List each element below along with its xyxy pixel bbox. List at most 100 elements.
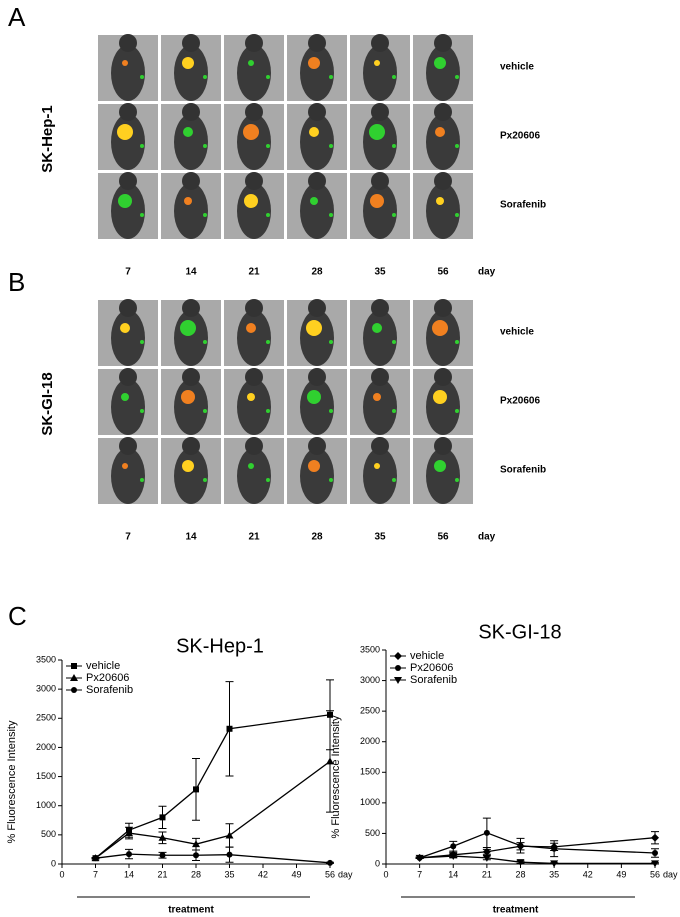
y-tick-label: 0 xyxy=(51,858,56,868)
fluorescence-spot xyxy=(203,213,207,217)
fluorescence-spot xyxy=(203,75,207,79)
x-tick-label: 56 xyxy=(650,869,660,879)
y-tick-label: 1500 xyxy=(360,767,380,777)
mouse-body xyxy=(426,448,460,504)
legend-label: vehicle xyxy=(86,660,120,672)
annotation: treatment xyxy=(168,905,214,916)
mouse-head xyxy=(182,299,200,317)
mouse-body xyxy=(300,114,334,170)
marker xyxy=(125,829,133,837)
fluorescence-spot xyxy=(247,393,255,401)
mouse-head xyxy=(182,172,200,190)
mouse-body xyxy=(237,448,271,504)
fluorescence-spot xyxy=(203,144,207,148)
fluorescence-spot xyxy=(266,144,270,148)
marker xyxy=(225,831,234,839)
fluorescence-spot xyxy=(433,390,447,404)
marker xyxy=(517,842,524,849)
x-tick-label: 14 xyxy=(448,869,458,879)
fluorescence-spot xyxy=(183,127,193,137)
day-label: 14 xyxy=(185,267,197,278)
x-tick-label: 7 xyxy=(417,869,422,879)
marker xyxy=(126,851,132,858)
mouse-body xyxy=(237,379,271,435)
fluorescence-spot xyxy=(140,75,144,79)
y-tick-label: 500 xyxy=(41,829,56,839)
fluorescence-spot xyxy=(203,478,207,482)
x-tick-label: 35 xyxy=(224,869,234,879)
row-label: vehicle xyxy=(500,62,534,73)
marker xyxy=(550,860,559,868)
cell-line-label: SK-Hep-1 xyxy=(39,105,56,173)
series-line xyxy=(95,760,331,859)
mouse-head xyxy=(308,368,326,386)
mouse-head xyxy=(119,172,137,190)
y-tick-label: 2000 xyxy=(36,742,56,752)
mouse-head xyxy=(182,103,200,121)
fluorescence-spot xyxy=(181,390,195,404)
mouse-head xyxy=(245,437,263,455)
mouse-body xyxy=(426,379,460,435)
x-tick-label: 28 xyxy=(515,869,525,879)
fluorescence-spot xyxy=(140,478,144,482)
day-label: 56 xyxy=(437,267,449,278)
mouse-head xyxy=(434,299,452,317)
mouse-body xyxy=(426,310,460,366)
x-axis-label: day xyxy=(663,869,678,879)
fluorescence-spot xyxy=(329,478,333,482)
marker xyxy=(651,860,659,868)
x-tick-label: 42 xyxy=(583,869,593,879)
y-tick-label: 3000 xyxy=(36,684,56,694)
fluorescence-spot xyxy=(203,409,207,413)
row-label: Px20606 xyxy=(500,396,540,407)
mouse-body xyxy=(111,379,145,435)
mouse-body xyxy=(300,448,334,504)
mouse-body xyxy=(111,310,145,366)
day-axis-label: day xyxy=(478,267,496,278)
marker xyxy=(327,859,333,866)
cell-line-label: SK-GI-18 xyxy=(39,372,56,435)
mouse-head xyxy=(371,103,389,121)
day-label: 21 xyxy=(248,532,260,543)
fluorescence-spot xyxy=(140,144,144,148)
x-tick-label: 7 xyxy=(93,869,98,879)
fluorescence-spot xyxy=(266,409,270,413)
fluorescence-spot xyxy=(374,463,380,469)
day-label: 35 xyxy=(374,532,386,543)
mouse-body xyxy=(174,448,208,504)
mouse-head xyxy=(371,299,389,317)
x-tick-label: 14 xyxy=(124,869,134,879)
x-axis-label: day xyxy=(338,869,353,879)
series-line xyxy=(95,714,331,859)
mouse-head xyxy=(308,34,326,52)
fluorescence-spot xyxy=(392,340,396,344)
fluorescence-spot xyxy=(329,409,333,413)
panel-label: A xyxy=(8,2,26,32)
day-axis-label: day xyxy=(478,532,496,543)
mouse-head xyxy=(308,437,326,455)
marker xyxy=(450,843,457,850)
y-tick-label: 3500 xyxy=(36,654,56,664)
mouse-body xyxy=(363,448,397,504)
mouse-body xyxy=(237,114,271,170)
fluorescence-spot xyxy=(118,194,132,208)
row-label: Sorafenib xyxy=(500,465,546,476)
day-label: 14 xyxy=(185,532,197,543)
mouse-body xyxy=(111,45,145,101)
marker xyxy=(159,852,166,859)
fluorescence-spot xyxy=(392,75,396,79)
x-tick-label: 49 xyxy=(616,869,626,879)
fluorescence-spot xyxy=(455,340,459,344)
mouse-head xyxy=(434,172,452,190)
y-axis-label: % Fluorescence Intensity xyxy=(6,720,18,843)
row-label: vehicle xyxy=(500,327,534,338)
x-tick-label: 21 xyxy=(482,869,492,879)
y-tick-label: 1000 xyxy=(36,800,56,810)
mouse-body xyxy=(237,183,271,239)
fluorescence-spot xyxy=(392,409,396,413)
fluorescence-spot xyxy=(266,478,270,482)
mouse-head xyxy=(182,368,200,386)
mouse-head xyxy=(119,299,137,317)
mouse-body xyxy=(174,379,208,435)
mouse-body xyxy=(363,114,397,170)
